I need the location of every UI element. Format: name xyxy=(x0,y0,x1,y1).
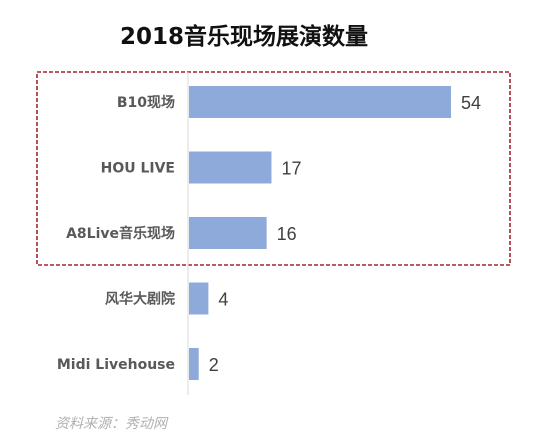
chart-title: 2018音乐现场展演数量 xyxy=(120,23,368,50)
bar xyxy=(189,151,272,184)
bar xyxy=(189,282,209,315)
bar xyxy=(189,217,267,249)
bar xyxy=(189,86,451,118)
value-labels-group: 54 17 16 4 2 xyxy=(209,93,481,375)
category-label: Midi Livehouse xyxy=(57,357,175,373)
bars-group xyxy=(189,86,451,380)
value-label: 2 xyxy=(209,355,219,375)
highlight-box xyxy=(36,71,511,266)
category-label: B10现场 xyxy=(117,95,175,111)
category-label: A8Live音乐现场 xyxy=(66,225,175,242)
value-label: 17 xyxy=(281,159,301,179)
bar xyxy=(189,348,199,380)
category-label: HOU LIVE xyxy=(101,161,175,177)
value-label: 4 xyxy=(218,290,228,310)
value-label: 16 xyxy=(277,224,297,244)
value-label: 54 xyxy=(461,93,481,113)
source-note: 资料来源：秀动网 xyxy=(55,416,169,432)
category-label: 风华大剧院 xyxy=(105,291,175,308)
